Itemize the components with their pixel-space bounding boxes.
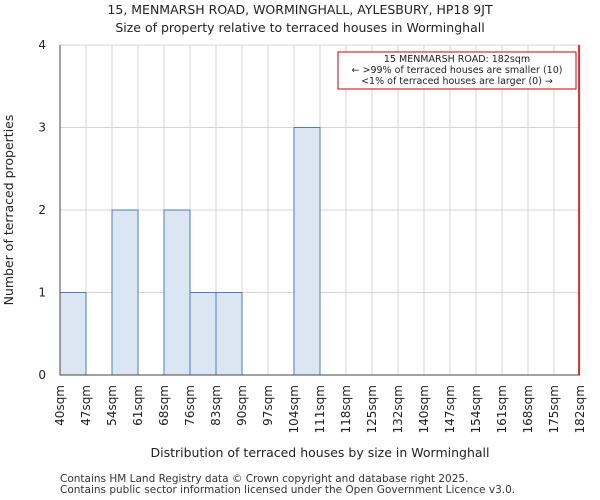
x-tick-label: 182sqm [573,385,587,433]
x-tick-label: 76sqm [183,385,197,426]
y-tick-label: 2 [38,203,46,217]
histogram-bar [293,127,321,376]
y-axis-label: Number of terraced properties [1,115,16,306]
x-tick-label: 111sqm [313,385,327,433]
x-tick-label: 118sqm [339,385,353,433]
histogram-bar [111,209,139,376]
x-tick-label: 161sqm [495,385,509,433]
x-tick-label: 40sqm [53,385,67,426]
x-tick-label: 147sqm [443,385,457,433]
annotation-line: 15 MENMARSH ROAD: 182sqm [384,54,530,65]
chart-title: 15, MENMARSH ROAD, WORMINGHALL, AYLESBUR… [107,2,493,17]
y-tick-label: 4 [38,38,46,52]
chart-subtitle: Size of property relative to terraced ho… [115,20,485,35]
x-axis-label: Distribution of terraced houses by size … [151,445,490,460]
x-tick-label: 125sqm [365,385,379,433]
histogram-bar [163,209,191,376]
x-tick-label: 90sqm [235,385,249,426]
histogram-bar [189,292,217,376]
x-tick-label: 54sqm [105,385,119,426]
x-tick-label: 168sqm [521,385,535,433]
annotation-line: ← >99% of terraced houses are smaller (1… [352,65,563,76]
x-tick-label: 68sqm [157,385,171,426]
annotation-box [337,51,577,90]
x-tick-label: 83sqm [209,385,223,426]
y-tick-label: 0 [38,368,46,382]
x-tick-label: 175sqm [547,385,561,433]
x-tick-label: 61sqm [131,385,145,426]
histogram-bar [215,292,243,376]
y-tick-label: 3 [38,121,46,135]
x-tick-label: 154sqm [469,385,483,433]
footer-copyright: Contains HM Land Registry data © Crown c… [60,473,469,485]
x-tick-label: 104sqm [287,385,301,433]
x-tick-label: 140sqm [417,385,431,433]
y-tick-label: 1 [38,286,46,300]
x-tick-label: 47sqm [79,385,93,426]
histogram-bar [59,292,87,376]
x-tick-label: 97sqm [261,385,275,426]
x-tick-label: 132sqm [391,385,405,433]
annotation-line: <1% of terraced houses are larger (0) → [361,76,553,87]
footer-licence: Contains public sector information licen… [60,484,516,496]
